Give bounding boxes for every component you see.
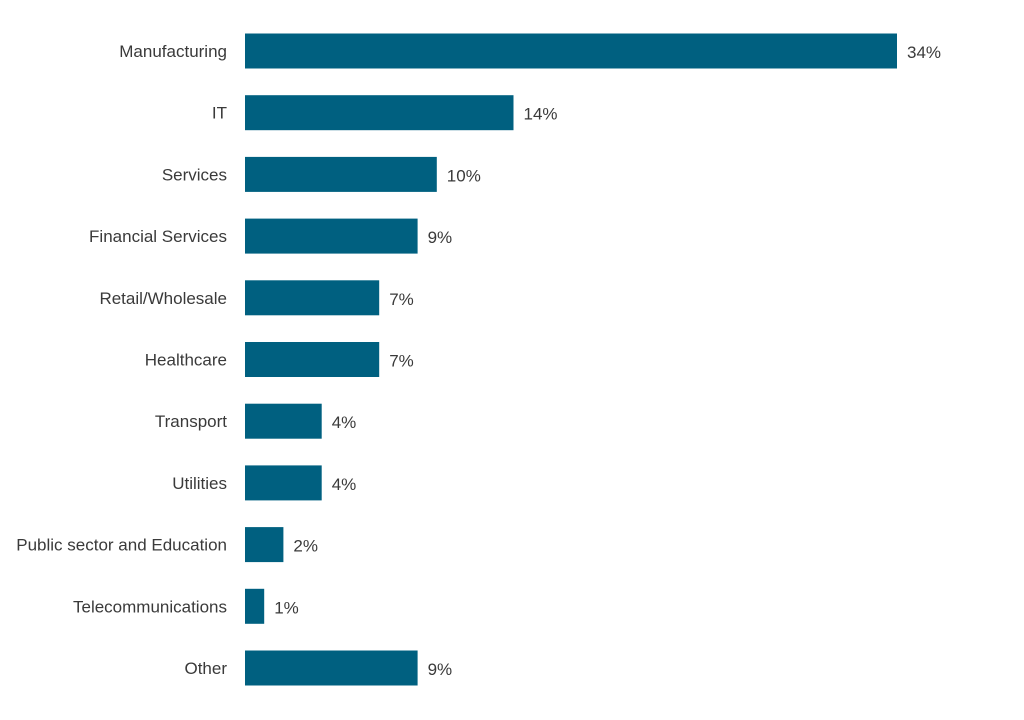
bar-4 <box>245 280 380 316</box>
bar-1 <box>245 95 514 131</box>
category-label-8: Public sector and Education <box>16 536 227 555</box>
category-label-5: Healthcare <box>145 351 227 370</box>
bar-10 <box>245 650 418 686</box>
category-label-6: Transport <box>155 412 227 431</box>
value-labels-group: 34% 14% 10% 9% 7% 7% 4% 4% 2% 1% 9% <box>274 43 941 679</box>
value-label-6: 4% <box>332 413 357 432</box>
value-label-1: 14% <box>524 105 558 124</box>
value-label-10: 9% <box>428 660 453 679</box>
bar-8 <box>245 527 284 563</box>
value-label-9: 1% <box>274 598 299 617</box>
bar-6 <box>245 403 322 439</box>
bar-2 <box>245 156 437 192</box>
category-label-2: Services <box>162 165 227 184</box>
value-label-2: 10% <box>447 166 481 185</box>
value-label-5: 7% <box>389 352 414 371</box>
bar-7 <box>245 465 322 501</box>
bar-3 <box>245 218 418 254</box>
category-label-0: Manufacturing <box>119 42 227 61</box>
bar-5 <box>245 342 380 377</box>
value-label-8: 2% <box>293 537 318 556</box>
category-label-3: Financial Services <box>89 227 227 246</box>
bar-9 <box>245 588 265 624</box>
category-label-4: Retail/Wholesale <box>99 289 227 308</box>
value-label-7: 4% <box>332 475 357 494</box>
category-labels-group: Manufacturing IT Services Financial Service… <box>16 42 227 678</box>
category-label-7: Utilities <box>172 474 227 493</box>
bars-group <box>245 33 897 686</box>
value-label-0: 34% <box>907 43 941 62</box>
bar-0 <box>245 33 897 69</box>
category-label-10: Other <box>184 659 227 678</box>
value-label-3: 9% <box>428 228 453 247</box>
category-label-1: IT <box>212 104 227 123</box>
category-label-9: Telecommunications <box>73 597 227 616</box>
value-label-4: 7% <box>389 290 414 309</box>
